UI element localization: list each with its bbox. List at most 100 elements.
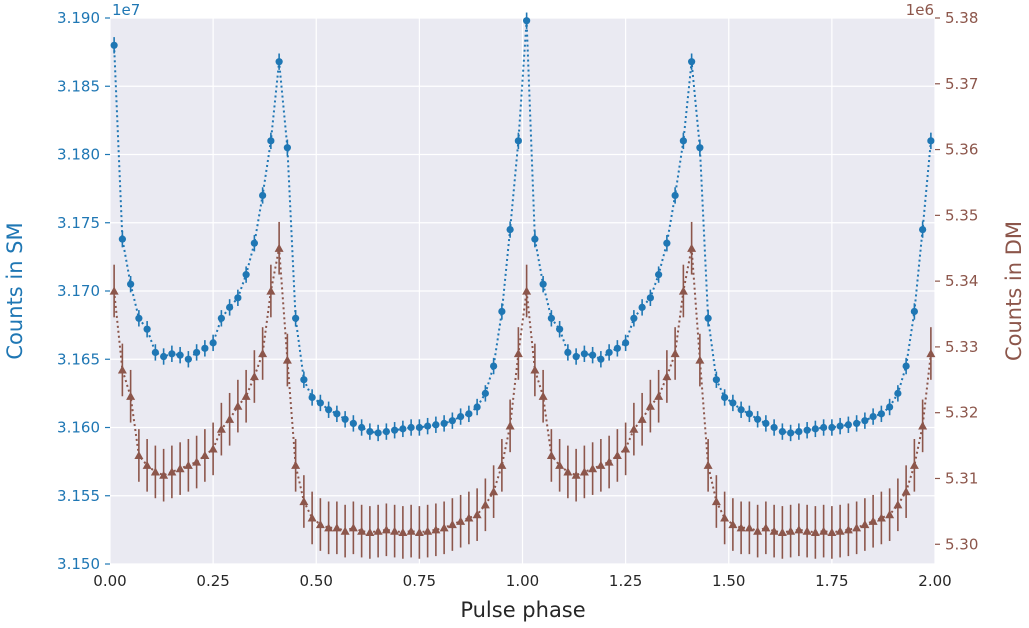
data-point xyxy=(563,467,573,476)
data-point xyxy=(637,414,647,423)
data-point xyxy=(531,235,539,243)
data-point xyxy=(127,280,135,288)
left-tick-label: 3.160 xyxy=(57,419,100,437)
data-point xyxy=(324,523,334,532)
data-point xyxy=(853,419,861,428)
series-layer xyxy=(109,12,936,559)
data-point xyxy=(721,393,729,402)
data-point xyxy=(424,422,432,430)
data-point xyxy=(761,523,771,532)
data-point xyxy=(209,339,217,347)
data-point xyxy=(233,401,243,410)
data-point xyxy=(325,406,333,414)
data-point xyxy=(835,526,845,535)
data-point xyxy=(572,352,580,361)
data-point xyxy=(613,344,621,352)
data-point xyxy=(391,426,399,434)
right-tick-label: 5.33 xyxy=(945,338,978,356)
data-point xyxy=(589,351,597,359)
data-point xyxy=(406,526,416,535)
data-point xyxy=(811,425,819,433)
data-point xyxy=(720,513,730,522)
data-point xyxy=(109,286,119,295)
data-point xyxy=(473,403,481,411)
data-point xyxy=(183,460,193,469)
data-point xyxy=(852,523,862,532)
data-point xyxy=(381,525,391,534)
data-point xyxy=(472,510,482,519)
data-point xyxy=(786,526,796,535)
data-point xyxy=(770,423,778,432)
data-point xyxy=(860,520,870,529)
data-point xyxy=(176,351,184,359)
left-tick-label: 3.185 xyxy=(57,77,100,95)
data-point xyxy=(539,280,547,288)
data-point xyxy=(340,526,350,535)
right-tick-label: 5.35 xyxy=(945,206,978,224)
data-point xyxy=(530,365,540,374)
data-point xyxy=(605,348,613,357)
data-point xyxy=(497,460,507,469)
data-point xyxy=(754,415,762,423)
x-tick-label: 0.75 xyxy=(403,572,436,590)
data-point xyxy=(588,464,598,473)
data-point xyxy=(332,523,342,532)
data-point xyxy=(341,415,349,423)
data-point xyxy=(513,348,523,358)
data-point xyxy=(729,399,737,407)
data-point xyxy=(555,460,565,469)
data-point xyxy=(762,419,770,428)
data-point xyxy=(283,144,291,152)
data-point xyxy=(728,520,738,529)
data-point xyxy=(671,191,679,200)
data-point xyxy=(902,362,910,370)
data-point xyxy=(241,391,251,400)
x-tick-label: 0.25 xyxy=(196,572,229,590)
data-point xyxy=(249,372,259,381)
data-point xyxy=(175,464,185,473)
data-point xyxy=(160,352,168,361)
data-point xyxy=(926,348,936,358)
x-tick-label: 1.50 xyxy=(712,572,745,590)
data-point xyxy=(415,423,423,432)
data-point xyxy=(505,421,515,430)
data-point xyxy=(216,424,226,433)
data-point xyxy=(126,391,136,400)
data-point xyxy=(200,450,210,460)
data-point xyxy=(646,294,654,302)
data-point xyxy=(621,444,631,453)
data-point xyxy=(745,410,753,418)
data-point xyxy=(489,487,499,496)
data-point xyxy=(234,294,242,302)
data-point xyxy=(704,314,712,322)
data-point xyxy=(810,527,820,537)
data-point xyxy=(407,423,415,432)
data-point xyxy=(292,314,300,322)
data-point xyxy=(275,58,283,66)
data-point xyxy=(365,527,375,537)
data-point xyxy=(201,344,209,352)
data-point xyxy=(134,450,144,460)
data-point xyxy=(490,362,498,370)
right-tick-label: 5.31 xyxy=(945,469,978,487)
x-tick-labels: 0.00 0.25 0.50 0.75 1.00 1.25 1.50 1.75 2.00 xyxy=(93,572,951,590)
data-point xyxy=(464,513,474,522)
data-point xyxy=(150,467,160,476)
data-point xyxy=(282,355,292,364)
right-tick-label: 5.36 xyxy=(945,141,978,159)
data-point xyxy=(696,144,704,152)
data-point xyxy=(670,348,680,358)
data-point xyxy=(481,389,489,397)
data-point xyxy=(226,303,234,311)
data-point xyxy=(712,376,720,384)
data-point xyxy=(242,271,250,279)
data-point xyxy=(919,225,927,234)
data-point xyxy=(769,526,779,535)
data-point xyxy=(514,137,522,145)
data-point xyxy=(423,526,433,535)
data-point xyxy=(869,412,877,421)
data-point xyxy=(382,427,390,436)
data-point xyxy=(399,425,407,433)
data-point xyxy=(448,417,456,425)
